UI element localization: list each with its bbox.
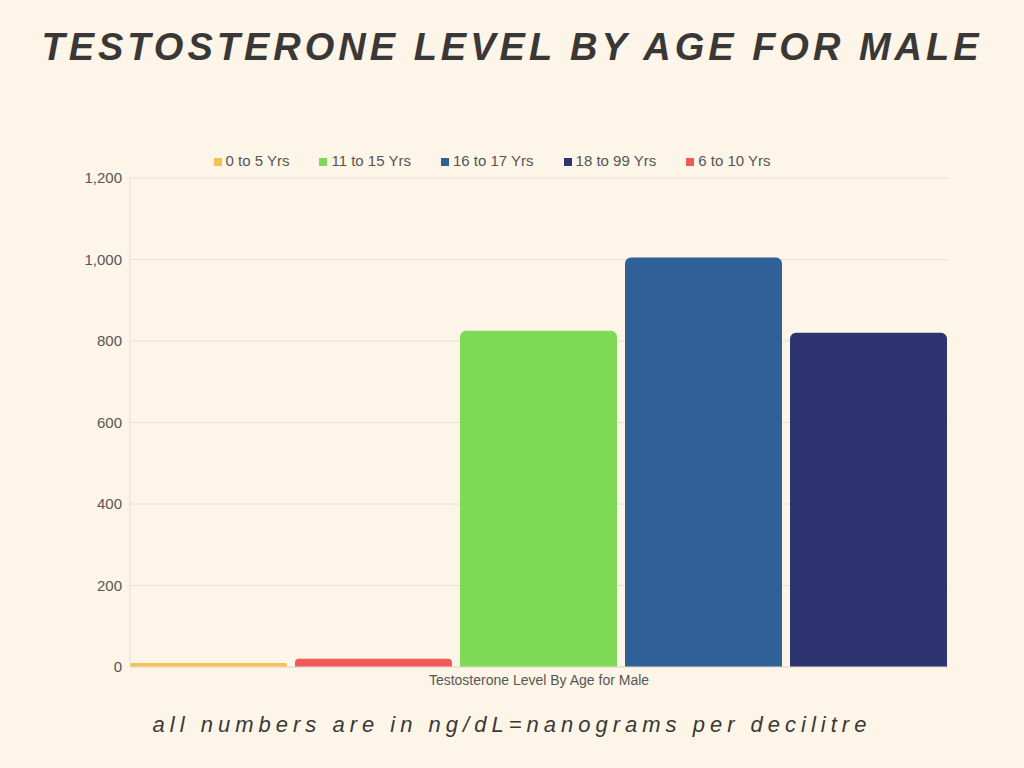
html-text:all numbers are in ng/dL=nanog: all numbers are in ng/dL=nanograms per d…: [152, 712, 872, 737]
html-text:11 to 15 Yrs: 11 to 15 Yrs: [331, 152, 411, 169]
svg-text:800: 800: [97, 332, 122, 349]
svg-text:1,200: 1,200: [84, 169, 122, 186]
svg-text:1,000: 1,000: [84, 251, 122, 268]
html-text:0 to 5 Yrs: 0 to 5 Yrs: [225, 152, 290, 169]
html-text:TESTOSTERONE LEVEL BY AGE FOR: TESTOSTERONE LEVEL BY AGE FOR MALE: [41, 26, 983, 68]
svg-text:600: 600: [97, 414, 122, 431]
svg-text:400: 400: [97, 495, 122, 512]
html-text:18 to 99 Yrs: 18 to 99 Yrs: [575, 152, 657, 169]
html-text:16 to 17 Yrs: 16 to 17 Yrs: [453, 152, 534, 169]
svg-text:Testosterone Level By Age for: Testosterone Level By Age for Male: [429, 672, 649, 688]
svg-text:200: 200: [97, 577, 122, 594]
html-text:6 to 10 Yrs: 6 to 10 Yrs: [698, 152, 771, 169]
svg-text:0: 0: [114, 658, 122, 675]
